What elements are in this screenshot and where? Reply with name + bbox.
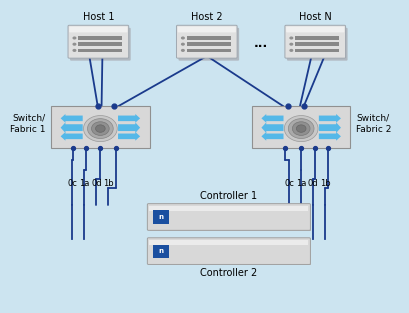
- Text: 0d: 0d: [308, 179, 319, 188]
- Text: 0d: 0d: [91, 179, 102, 188]
- Circle shape: [288, 119, 314, 139]
- Text: n: n: [159, 248, 164, 254]
- Circle shape: [72, 49, 76, 52]
- Bar: [187, 36, 231, 40]
- Bar: [153, 244, 169, 258]
- FancyArrow shape: [61, 132, 83, 141]
- Circle shape: [297, 125, 306, 132]
- Circle shape: [92, 122, 109, 136]
- Bar: [150, 207, 311, 231]
- Text: 0c: 0c: [284, 179, 294, 188]
- FancyBboxPatch shape: [285, 25, 346, 58]
- Text: 1b: 1b: [103, 179, 114, 188]
- FancyBboxPatch shape: [176, 25, 237, 58]
- FancyBboxPatch shape: [68, 25, 129, 58]
- FancyArrow shape: [261, 114, 283, 123]
- Circle shape: [181, 43, 185, 46]
- Text: 1b: 1b: [320, 179, 330, 188]
- Circle shape: [289, 43, 293, 46]
- FancyBboxPatch shape: [287, 28, 348, 61]
- FancyArrow shape: [319, 114, 341, 123]
- Bar: [295, 49, 339, 52]
- Circle shape: [72, 36, 76, 39]
- Text: Switch/
Fabric 2: Switch/ Fabric 2: [356, 114, 392, 134]
- FancyArrow shape: [118, 132, 140, 141]
- Bar: [187, 42, 231, 46]
- FancyBboxPatch shape: [178, 28, 239, 61]
- Bar: [149, 240, 308, 245]
- FancyArrow shape: [61, 114, 83, 123]
- FancyBboxPatch shape: [147, 238, 310, 264]
- Bar: [78, 42, 122, 46]
- FancyBboxPatch shape: [286, 27, 344, 33]
- Text: Controller 2: Controller 2: [200, 268, 258, 278]
- Text: Switch/
Fabric 1: Switch/ Fabric 1: [10, 114, 45, 134]
- FancyBboxPatch shape: [178, 27, 236, 33]
- FancyArrow shape: [261, 122, 283, 133]
- Bar: [51, 106, 150, 148]
- FancyBboxPatch shape: [147, 204, 310, 230]
- FancyArrow shape: [319, 122, 341, 133]
- Circle shape: [72, 43, 76, 46]
- FancyArrow shape: [61, 122, 83, 133]
- Bar: [78, 36, 122, 40]
- FancyArrow shape: [319, 132, 341, 141]
- FancyBboxPatch shape: [70, 28, 131, 61]
- Text: Controller 1: Controller 1: [200, 191, 257, 201]
- Circle shape: [83, 115, 117, 141]
- Bar: [295, 42, 339, 46]
- Bar: [153, 210, 169, 223]
- Text: 0c: 0c: [67, 179, 77, 188]
- FancyBboxPatch shape: [69, 27, 128, 33]
- Text: 1a: 1a: [296, 179, 306, 188]
- Circle shape: [292, 122, 310, 136]
- Circle shape: [289, 36, 293, 39]
- Circle shape: [181, 36, 185, 39]
- FancyArrow shape: [261, 132, 283, 141]
- Circle shape: [88, 119, 113, 139]
- Circle shape: [96, 125, 105, 132]
- Bar: [149, 206, 308, 211]
- Text: Host N: Host N: [299, 12, 332, 22]
- Bar: [78, 49, 122, 52]
- Text: Host 2: Host 2: [191, 12, 222, 22]
- FancyArrow shape: [118, 122, 140, 133]
- Text: n: n: [159, 214, 164, 220]
- Text: ...: ...: [254, 37, 268, 50]
- Circle shape: [289, 49, 293, 52]
- Text: Host 1: Host 1: [83, 12, 114, 22]
- FancyArrow shape: [118, 114, 140, 123]
- Bar: [295, 36, 339, 40]
- Bar: [187, 49, 231, 52]
- Text: 1a: 1a: [79, 179, 90, 188]
- Circle shape: [284, 115, 318, 141]
- Circle shape: [181, 49, 185, 52]
- Bar: [252, 106, 351, 148]
- Bar: [150, 241, 311, 265]
